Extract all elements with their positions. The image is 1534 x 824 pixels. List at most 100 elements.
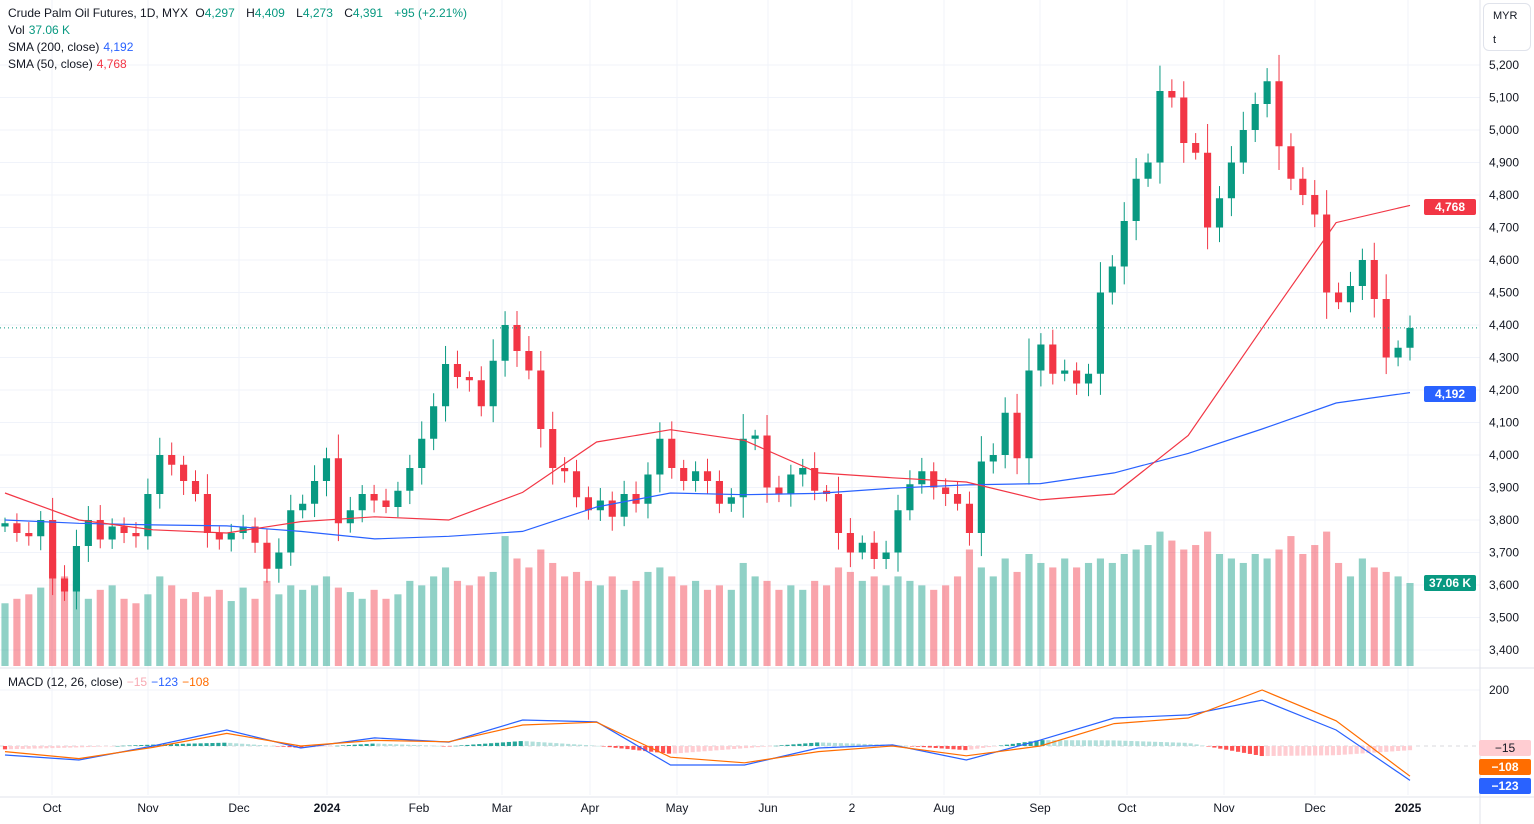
candle-body [120,526,128,533]
macd-histogram-bar [755,746,760,748]
volume-bar [311,585,319,666]
price-tick-label: 3,400 [1489,643,1519,657]
volume-bar [25,594,33,666]
macd-histogram-bar [257,745,262,746]
macd-histogram-bar [26,746,31,749]
candle-body [1299,178,1307,195]
macd-histogram-bar [1141,741,1146,746]
macd-histogram-bar [32,746,37,749]
macd-histogram-bar [809,742,814,746]
macd-histogram-bar [987,746,992,748]
macd-histogram-bar [1324,746,1330,756]
time-axis-label: Apr [581,801,600,815]
macd-histogram-bar [299,746,304,748]
macd-histogram-bar [1129,740,1134,746]
time-axis-label: 2024 [314,801,341,815]
candle-body [1227,162,1235,199]
macd-histogram-bar [1135,741,1140,746]
macd-histogram-bar [269,745,274,747]
candle-body [501,325,509,361]
currency-unit-button[interactable]: MYR t [1483,3,1531,51]
macd-histogram-bar [957,746,962,750]
volume-bar [1192,545,1200,666]
candle-body [1013,412,1021,459]
open-label: O [195,6,205,20]
macd-histogram-bar [400,744,405,746]
candle-body [489,360,497,407]
candle-body [703,471,712,481]
volume-bar [918,585,926,666]
volume-bar [822,585,831,666]
macd-histogram-bar [797,743,802,746]
candle-body [13,523,21,533]
price-tick-label: 5,000 [1489,123,1519,137]
macd-histogram-bar [1052,740,1057,746]
volume-legend[interactable]: Vol 37.06 K [8,22,74,39]
volume-bar [1180,549,1188,666]
time-axis-label: Mar [492,801,513,815]
macd-histogram-bar [625,746,630,750]
macd-histogram-bar [1354,746,1359,754]
macd-histogram-bar [411,744,417,746]
sma50-legend[interactable]: SMA (50, close) 4,768 [8,56,131,73]
price-tick-label: 5,200 [1489,58,1519,72]
macd-histogram-bar [714,746,719,751]
candle-body [513,325,521,351]
macd-histogram-bar [672,746,677,754]
macd-histogram-bar [512,741,517,746]
macd-histogram-bar [684,746,689,753]
candle-body [715,481,723,504]
macd-line-tag: −123 [1479,778,1531,794]
volume-tag: 37.06 K [1424,575,1476,591]
volume-bar [180,598,188,666]
volume-bar [287,585,295,666]
candle-body [1061,370,1069,374]
candle-body [894,510,902,553]
candle-body [37,520,45,537]
symbol-title[interactable]: Crude Palm Oil Futures, 1D, MYX [8,6,189,20]
macd-histogram-bar [1070,740,1075,746]
volume-value: 37.06 K [28,23,71,37]
macd-histogram-bar [204,743,209,746]
macd-histogram-bar [1348,746,1353,755]
macd-histogram-bar [358,744,363,746]
volume-bar [1025,554,1033,666]
volume-bar [537,549,545,666]
volume-bar [751,576,759,666]
macd-histogram-bar [1206,746,1211,747]
macd-histogram-bar [14,746,19,750]
macd-tick-label: 200 [1489,683,1509,697]
macd-label: MACD (12, 26, close) [8,675,123,689]
candle-body [1370,260,1378,299]
volume-bar [299,589,307,666]
macd-histogram-bar [62,746,67,748]
macd-histogram-bar [821,742,826,746]
macd-histogram-bar [500,742,506,746]
macd-histogram-bar [1040,740,1045,746]
macd-histogram-bar [589,745,594,746]
sma200-legend[interactable]: SMA (200, close) 4,192 [8,39,137,56]
volume-bar [727,589,735,666]
macd-histogram-bar [779,745,784,746]
low-value: 4,273 [302,6,333,20]
macd-histogram-bar [572,744,577,746]
macd-histogram-bar [139,745,144,746]
volume-bar [1334,562,1343,666]
macd-histogram-bar [791,744,796,746]
volume-bar [1263,558,1271,666]
macd-histogram-bar [1301,746,1306,756]
macd-histogram-bar [1360,746,1365,754]
price-tick-label: 4,300 [1489,351,1519,365]
macd-signal-tag: −108 [1479,759,1531,775]
macd-histogram-bar [453,745,458,747]
sma50-line [4,204,1411,534]
volume-bar [596,585,604,666]
candle-body [1120,221,1128,267]
macd-histogram-bar [388,744,393,746]
macd-legend[interactable]: MACD (12, 26, close) −15 −123 −108 [8,674,213,691]
macd-histogram-bar [97,746,102,747]
macd-histogram-bar [1194,744,1199,746]
candle-body [1263,81,1271,104]
volume-bar [358,598,366,666]
